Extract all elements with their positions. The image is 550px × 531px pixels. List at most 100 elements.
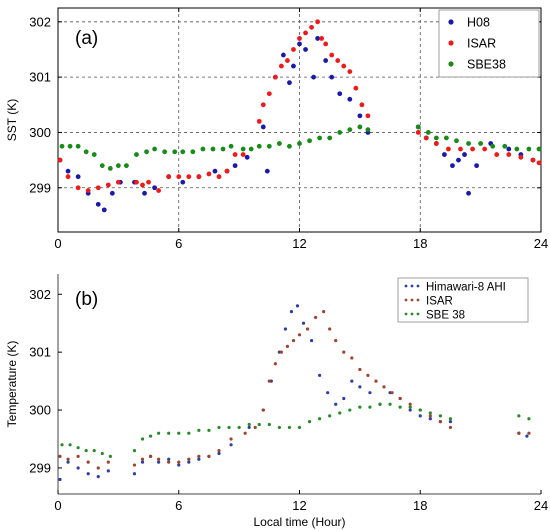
- data-point: [341, 63, 347, 69]
- data-point: [398, 405, 402, 409]
- data-point: [260, 102, 266, 108]
- data-point: [58, 454, 62, 458]
- data-point: [187, 431, 191, 435]
- data-point: [289, 310, 294, 314]
- data-point: [217, 448, 221, 453]
- series-himawari-8-ahi: [58, 304, 529, 482]
- legend-marker: [410, 284, 414, 288]
- y-axis-title: Temperature (K): [5, 341, 19, 428]
- data-point: [295, 304, 300, 308]
- panel-label: (b): [75, 289, 98, 310]
- data-point: [335, 58, 341, 63]
- data-point: [237, 425, 241, 430]
- data-point: [76, 446, 80, 450]
- data-point: [297, 425, 302, 430]
- data-point: [458, 146, 463, 152]
- data-point: [374, 379, 378, 383]
- data-point: [196, 174, 202, 180]
- data-point: [315, 36, 321, 41]
- data-point: [266, 91, 272, 97]
- data-point: [287, 80, 292, 86]
- data-point: [446, 146, 451, 152]
- x-axis-title: Local time (Hour): [253, 515, 345, 529]
- data-point: [261, 408, 265, 412]
- data-point: [347, 96, 353, 102]
- y-tick-label: 301: [29, 70, 51, 85]
- data-point: [454, 138, 459, 144]
- data-point: [448, 425, 453, 430]
- data-point: [279, 350, 283, 354]
- x-tick-label: 0: [54, 236, 61, 251]
- data-point: [456, 157, 461, 163]
- data-point: [382, 385, 386, 389]
- data-point: [132, 472, 137, 476]
- data-point: [506, 146, 512, 152]
- legend-marker: [416, 284, 420, 288]
- legend-marker: [448, 40, 454, 46]
- data-point: [415, 130, 421, 135]
- data-point: [311, 74, 316, 80]
- data-point: [267, 422, 271, 427]
- data-point: [277, 425, 281, 430]
- data-point: [229, 443, 233, 447]
- data-point: [86, 460, 90, 464]
- legend: Himawari-8 AHI ISAR SBE 38: [397, 277, 529, 323]
- data-point: [433, 135, 439, 141]
- data-point: [247, 425, 251, 430]
- legend-box: [397, 277, 529, 323]
- data-point: [494, 152, 500, 157]
- data-point: [474, 163, 479, 169]
- data-point: [216, 174, 222, 180]
- data-point: [58, 477, 62, 482]
- data-point: [220, 146, 226, 152]
- data-point: [359, 102, 365, 108]
- data-point: [305, 327, 310, 331]
- data-point: [283, 327, 288, 331]
- data-point: [115, 163, 121, 169]
- legend-marker: [448, 61, 454, 67]
- data-point: [536, 160, 542, 166]
- data-point: [197, 457, 201, 461]
- data-point: [357, 124, 363, 130]
- data-point: [148, 434, 153, 438]
- data-point: [200, 146, 206, 152]
- data-point: [67, 143, 73, 149]
- data-point: [506, 152, 512, 157]
- data-point: [106, 460, 110, 464]
- data-point: [517, 414, 521, 418]
- data-point: [307, 420, 312, 424]
- data-point: [309, 24, 314, 30]
- legend-marker: [404, 298, 408, 302]
- data-point: [291, 63, 296, 69]
- data-point: [144, 149, 149, 155]
- data-point: [328, 414, 332, 418]
- data-point: [177, 431, 181, 435]
- data-point: [157, 431, 161, 435]
- data-point: [314, 315, 318, 320]
- data-point: [248, 146, 254, 152]
- data-point: [140, 182, 145, 188]
- data-point: [281, 52, 286, 58]
- data-point: [210, 146, 216, 152]
- data-point: [425, 130, 431, 135]
- legend-marker: [416, 298, 420, 302]
- data-point: [84, 448, 88, 453]
- data-point: [342, 396, 346, 401]
- data-point: [285, 58, 290, 63]
- data-point: [217, 451, 221, 456]
- data-point: [107, 165, 113, 171]
- data-point: [68, 443, 72, 447]
- data-point: [388, 402, 392, 406]
- data-point: [337, 130, 343, 135]
- data-point: [358, 385, 362, 389]
- data-point: [287, 143, 292, 149]
- data-point: [368, 405, 372, 409]
- data-point: [92, 448, 96, 453]
- data-point: [448, 420, 453, 424]
- data-point: [438, 414, 442, 418]
- data-point: [152, 146, 158, 152]
- data-point: [167, 460, 171, 464]
- y-tick-label: 300: [29, 125, 51, 140]
- data-point: [177, 460, 181, 464]
- data-point: [466, 141, 471, 146]
